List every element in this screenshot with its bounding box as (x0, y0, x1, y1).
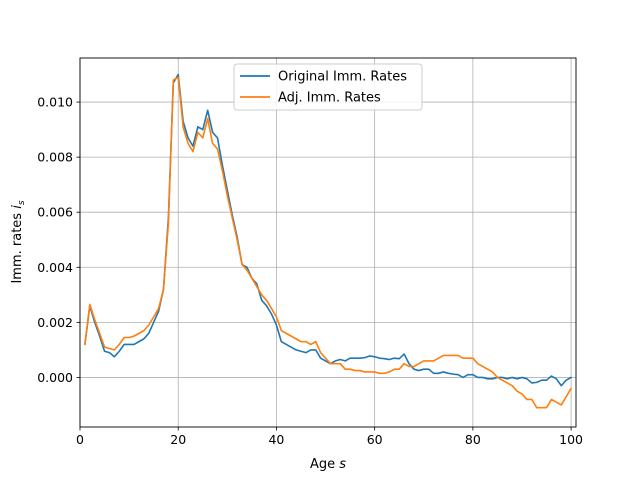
y-tick-label: 0.010 (37, 95, 73, 110)
x-tick-label: 60 (367, 432, 383, 447)
y-axis-label: Imm. rates is (10, 200, 27, 283)
x-tick-label: 80 (465, 432, 481, 447)
x-axis-label: Age s (310, 457, 346, 472)
legend-label-original: Original Imm. Rates (278, 70, 407, 85)
x-tick-label: 40 (268, 432, 284, 447)
legend-label-adjusted: Adj. Imm. Rates (278, 91, 381, 106)
series-lines (84, 73, 572, 409)
y-tick-label: 0.004 (37, 260, 73, 275)
y-tick-label: 0.008 (37, 150, 73, 165)
plot-area (80, 58, 576, 427)
legend-box (233, 63, 423, 111)
y-tick-label: 0.006 (37, 205, 73, 220)
legend: Original Imm. Rates Adj. Imm. Rates (233, 63, 423, 111)
x-tick-label: 0 (76, 432, 84, 447)
axis-ticks: 0 20 40 60 80 100 0.000 0.002 0.004 0.006 0.008 0.0… (37, 95, 583, 447)
y-tick-label: 0.000 (37, 370, 73, 385)
grid (79, 58, 576, 427)
plot-frame (79, 57, 577, 428)
y-tick-label: 0.002 (37, 315, 73, 330)
x-tick-label: 20 (170, 432, 186, 447)
series-line-1 (84, 76, 572, 409)
x-tick-label: 100 (559, 432, 583, 447)
